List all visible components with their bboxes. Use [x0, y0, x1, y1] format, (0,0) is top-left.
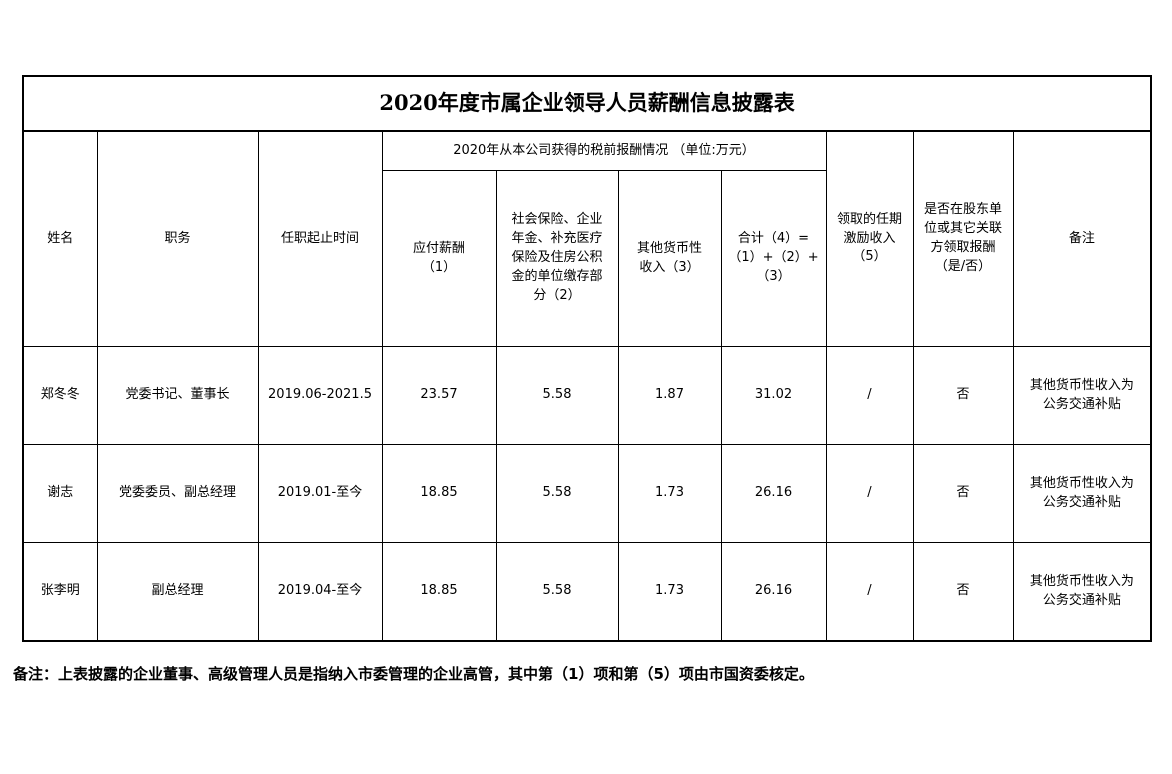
col-header-total: 合计（4）= （1）+（2）+ （3）: [720, 170, 827, 347]
cell-name: 郑冬冬: [22, 346, 98, 445]
cell-other-cash: 1.73: [617, 542, 722, 642]
col-header-remark: 备注: [1012, 130, 1152, 347]
cell-name: 谢志: [22, 444, 98, 543]
cell-name: 张李明: [22, 542, 98, 642]
cell-incentive: /: [825, 542, 914, 642]
cell-payable: 18.85: [381, 444, 497, 543]
cell-remark: 其他货币性收入为 公务交通补贴: [1012, 542, 1152, 642]
cell-payable: 23.57: [381, 346, 497, 445]
cell-term: 2019.06-2021.5: [257, 346, 383, 445]
col-header-term: 任职起止时间: [257, 130, 383, 347]
cell-social: 5.58: [495, 346, 619, 445]
col-header-related-party: 是否在股东单 位或其它关联 方领取报酬 （是/否）: [912, 130, 1014, 347]
col-header-name: 姓名: [22, 130, 98, 347]
cell-term: 2019.01-至今: [257, 444, 383, 543]
page-title: 2020年度市属企业领导人员薪酬信息披露表: [22, 75, 1152, 132]
cell-payable: 18.85: [381, 542, 497, 642]
table-row: 郑冬冬 党委书记、董事长 2019.06-2021.5 23.57 5.58 1…: [22, 346, 1152, 445]
col-header-other-cash: 其他货币性 收入（3）: [617, 170, 722, 347]
table-row: 张李明 副总经理 2019.04-至今 18.85 5.58 1.73 26.1…: [22, 542, 1152, 642]
table-row: 谢志 党委委员、副总经理 2019.01-至今 18.85 5.58 1.73 …: [22, 444, 1152, 543]
cell-other-cash: 1.87: [617, 346, 722, 445]
cell-incentive: /: [825, 444, 914, 543]
cell-related-party: 否: [912, 542, 1014, 642]
salary-disclosure-table: 2020年度市属企业领导人员薪酬信息披露表 姓名 职务 任职起止时间 2020年…: [22, 75, 1153, 642]
cell-remark: 其他货币性收入为 公务交通补贴: [1012, 444, 1152, 543]
cell-related-party: 否: [912, 346, 1014, 445]
cell-total: 26.16: [720, 444, 827, 543]
col-header-social-insurance: 社会保险、企业 年金、补充医疗 保险及住房公积 金的单位缴存部 分（2）: [495, 170, 619, 347]
col-header-incentive: 领取的任期 激励收入 （5）: [825, 130, 914, 347]
cell-position: 党委书记、董事长: [96, 346, 259, 445]
col-header-compensation-group: 2020年从本公司获得的税前报酬情况 （单位:万元）: [381, 130, 827, 171]
col-header-payable: 应付薪酬 （1）: [381, 170, 497, 347]
cell-related-party: 否: [912, 444, 1014, 543]
footnote: 备注：上表披露的企业董事、高级管理人员是指纳入市委管理的企业高管，其中第（1）项…: [13, 665, 814, 683]
cell-remark: 其他货币性收入为 公务交通补贴: [1012, 346, 1152, 445]
cell-social: 5.58: [495, 444, 619, 543]
cell-position: 党委委员、副总经理: [96, 444, 259, 543]
cell-incentive: /: [825, 346, 914, 445]
col-header-position: 职务: [96, 130, 259, 347]
cell-total: 31.02: [720, 346, 827, 445]
cell-other-cash: 1.73: [617, 444, 722, 543]
cell-social: 5.58: [495, 542, 619, 642]
cell-position: 副总经理: [96, 542, 259, 642]
cell-total: 26.16: [720, 542, 827, 642]
cell-term: 2019.04-至今: [257, 542, 383, 642]
